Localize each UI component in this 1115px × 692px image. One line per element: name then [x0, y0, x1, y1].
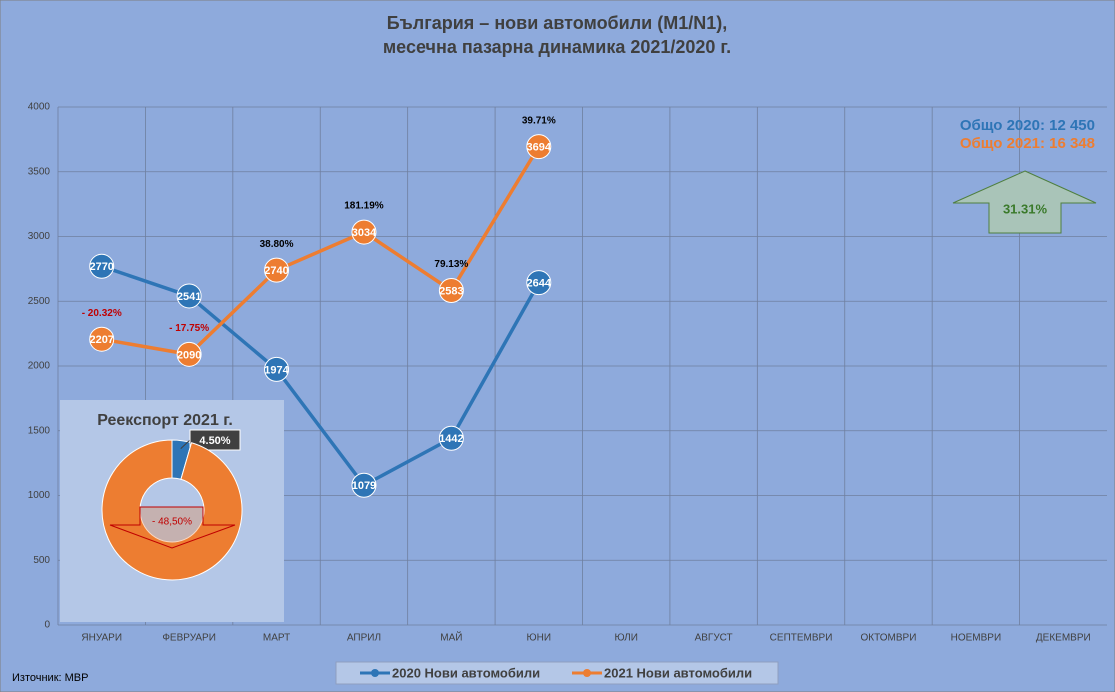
point [264, 356, 290, 382]
x-tick-label: МАРТ [263, 633, 290, 644]
x-tick-label: АВГУСТ [695, 633, 733, 644]
y-tick-label: 0 [44, 620, 50, 631]
x-tick-label: МАЙ [440, 631, 462, 644]
change-label: - 20.32% [82, 308, 122, 319]
data-label: 2770 [89, 261, 113, 273]
total-label: Общо 2021: 16 348 [960, 135, 1095, 152]
label-box [189, 429, 241, 451]
x-tick-label: ЮЛИ [615, 633, 638, 644]
data-label: 3034 [352, 227, 377, 239]
chart-title: месечна пазарна динамика 2021/2020 г. [383, 37, 731, 57]
change-label: 79.13% [434, 259, 468, 270]
slice-label: 4.50% [199, 435, 230, 447]
total-label: Общо 2020: 12 450 [960, 117, 1095, 134]
inset-title: Реекспорт 2021 г. [97, 412, 233, 429]
change-label: 181.19% [344, 201, 384, 212]
arrow-label: - 48,50% [152, 517, 192, 528]
y-tick-label: 3000 [28, 231, 51, 242]
leader-line [180, 439, 191, 449]
x-tick-label: ДЕКЕМВРИ [1036, 633, 1091, 644]
data-label: 2090 [177, 349, 201, 361]
point [89, 253, 115, 279]
data-label: 1079 [352, 480, 376, 492]
donut-slice [101, 439, 243, 581]
y-tick-label: 3500 [28, 166, 51, 177]
up-arrow [952, 170, 1097, 234]
x-tick-label: НОЕМВРИ [951, 633, 1002, 644]
line-series [101, 145, 541, 357]
change-label: 39.71% [522, 115, 556, 126]
data-label: 1974 [264, 364, 289, 376]
data-label: 2644 [527, 278, 552, 290]
legend-marker [371, 669, 379, 677]
source: Източник: МВР [12, 672, 88, 684]
x-tick-label: АПРИЛ [347, 633, 381, 644]
total-change: 31.31% [1003, 201, 1048, 216]
legend [335, 661, 779, 685]
point [176, 283, 202, 309]
legend-label: 2020 Нови автомобили [392, 665, 540, 680]
point [351, 219, 377, 245]
point [264, 257, 290, 283]
point [526, 134, 552, 160]
y-tick-label: 4000 [28, 102, 51, 113]
point [438, 425, 464, 451]
inset [60, 400, 284, 622]
x-tick-label: ЮНИ [527, 633, 552, 644]
y-tick-label: 1000 [28, 490, 51, 501]
y-tick-label: 1500 [28, 425, 51, 436]
data-label: 1442 [439, 433, 463, 445]
change-label: - 17.75% [169, 323, 209, 334]
y-tick-label: 500 [33, 555, 50, 566]
x-tick-label: СЕПТЕМВРИ [770, 633, 833, 644]
data-label: 2583 [439, 285, 463, 297]
point [438, 278, 464, 304]
data-label: 2207 [89, 334, 113, 346]
x-tick-label: ОКТОМВРИ [861, 633, 917, 644]
line-series [101, 264, 541, 488]
legend-marker [583, 669, 591, 677]
point [526, 270, 552, 296]
point [89, 326, 115, 352]
down-arrow [109, 506, 236, 549]
point [351, 472, 377, 498]
x-tick-label: ЯНУАРИ [81, 633, 122, 644]
chart-title: България – нови автомобили (M1/N1), [387, 13, 728, 33]
x-tick-label: ФЕВРУАРИ [162, 633, 216, 644]
legend-label: 2021 Нови автомобили [604, 665, 752, 680]
change-label: 38.80% [260, 239, 294, 250]
y-tick-label: 2000 [28, 361, 51, 372]
data-label: 2541 [177, 291, 201, 303]
y-tick-label: 2500 [28, 296, 51, 307]
data-label: 3694 [527, 142, 552, 154]
point [176, 341, 202, 367]
data-label: 2740 [264, 265, 288, 277]
